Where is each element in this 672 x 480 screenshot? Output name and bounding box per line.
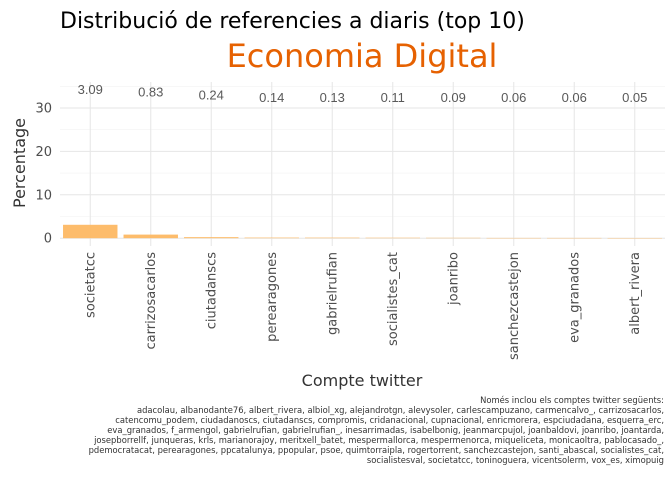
data-labels: 3.09 0.83 0.24 0.14 0.13 0.11 0.09 0.06 0.06 0.05 — [78, 82, 648, 105]
bar-societatcc — [63, 224, 118, 239]
bar-carrizosacarlos — [123, 234, 178, 239]
plot-area — [60, 82, 665, 246]
caption-line: eva_granados, f_armengol, gabrielrufian,… — [107, 425, 664, 435]
data-label: 3.09 — [78, 82, 103, 97]
x-tick-label: albert_rivera — [628, 252, 643, 335]
bar-ciutadanscs — [184, 237, 239, 239]
chart-subtitle: Economia Digital — [227, 37, 498, 75]
x-axis-title: Compte twitter — [302, 371, 423, 390]
caption-line: josepborrellf, junqueras, krls, marianor… — [93, 435, 664, 445]
x-tick-label: ciutadanscs — [204, 252, 219, 329]
caption-line: pdemocratacat, perearagones, ppcatalunya… — [89, 445, 664, 455]
data-label: 0.14 — [259, 90, 284, 105]
chart-title: Distribució de referencies a diaris (top… — [60, 9, 525, 34]
x-tick-label: sanchezcastejon — [507, 252, 522, 360]
x-axis-ticks: societatcc carrizosacarlos ciutadanscs pere… — [83, 252, 643, 360]
data-label: 0.83 — [138, 85, 163, 100]
x-tick-label: carrizosacarlos — [144, 252, 159, 350]
x-tick-label: joanribo — [446, 252, 461, 306]
data-label: 0.11 — [381, 90, 405, 105]
y-axis-title: Percentage — [10, 118, 29, 208]
x-tick-label: societatcc — [83, 252, 98, 318]
caption-line: catencomu_podem, ciudadanoscs, ciutadans… — [115, 415, 664, 425]
x-tick-label: gabrielrufian — [325, 252, 340, 335]
y-tick-label: 20 — [35, 145, 52, 160]
y-tick-label: 0 — [44, 232, 52, 247]
caption-line: socialistesval, societatcc, toninoguera,… — [367, 455, 664, 465]
data-label: 0.09 — [441, 90, 466, 105]
y-tick-label: 10 — [35, 188, 52, 203]
y-axis-ticks: 0 10 20 30 — [35, 102, 52, 247]
data-label: 0.05 — [622, 90, 647, 105]
x-tick-label: eva_granados — [567, 252, 582, 343]
data-label: 0.24 — [199, 87, 224, 102]
data-label: 0.06 — [562, 90, 587, 105]
bar-perearagones — [244, 237, 299, 239]
x-tick-label: perearagones — [265, 252, 280, 342]
data-label: 0.06 — [501, 90, 526, 105]
bar-gabrielrufian — [305, 237, 360, 239]
x-tick-label: socialistes_cat — [386, 252, 401, 346]
caption-line: adacolau, albanodante76, albert_rivera, … — [137, 405, 664, 415]
bars — [63, 224, 662, 239]
caption: Només inclou els comptes twitter següent… — [89, 395, 664, 465]
y-tick-label: 30 — [35, 102, 52, 117]
data-label: 0.13 — [320, 90, 345, 105]
caption-line: Només inclou els comptes twitter següent… — [480, 395, 664, 405]
